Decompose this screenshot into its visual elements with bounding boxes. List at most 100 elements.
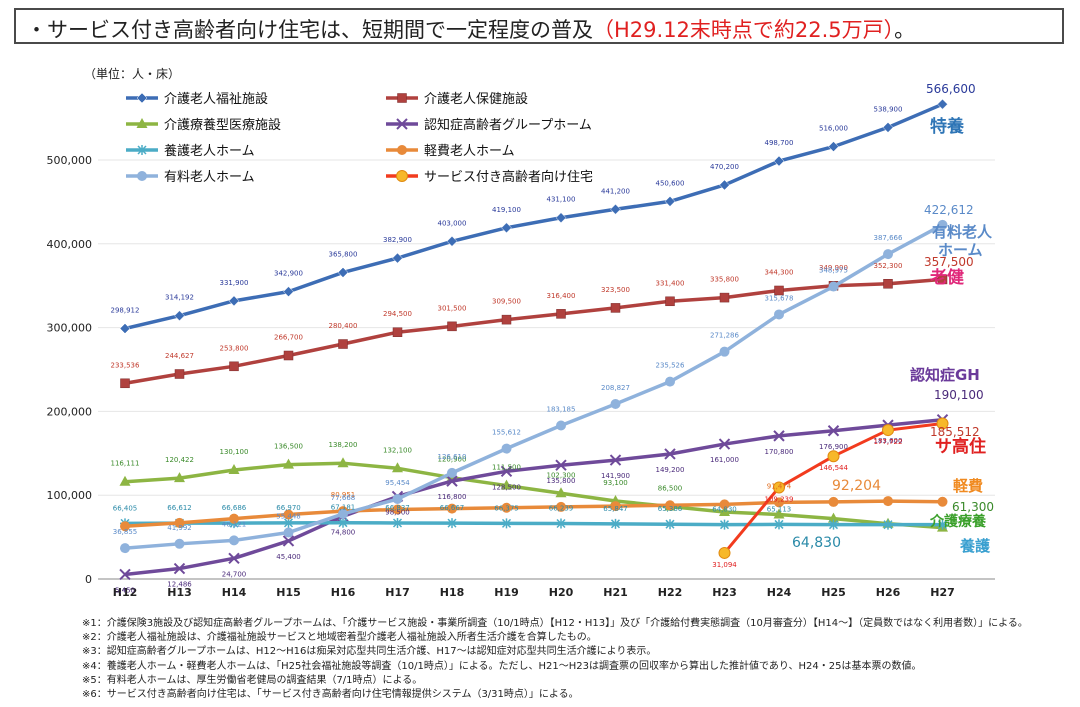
legend-item: 軽費老人ホーム (386, 144, 515, 159)
series-marker (283, 517, 294, 528)
data-label: 116,111 (111, 460, 140, 468)
data-label: 301,500 (438, 304, 467, 312)
series-marker (396, 118, 408, 130)
series-marker (501, 518, 512, 529)
series-marker (392, 252, 403, 264)
data-label: 183,600 (874, 437, 903, 445)
data-label: 280,400 (329, 322, 358, 330)
series-line (124, 520, 943, 527)
legend-label: 介護老人福祉施設 (164, 91, 268, 107)
series-marker (610, 303, 621, 313)
series-marker (337, 267, 349, 278)
series-marker (136, 92, 148, 104)
data-label: 74,800 (331, 528, 356, 536)
series-marker (937, 496, 948, 507)
series-marker (937, 274, 948, 285)
legend-label: 認知症高齢者グループホーム (424, 117, 592, 133)
legend-item: 有料老人ホーム (126, 170, 255, 185)
series-marker (719, 499, 730, 510)
end-label: サ高住 (935, 436, 986, 457)
series (120, 219, 948, 554)
end-value: 566,600 (926, 82, 976, 96)
data-label: 244,627 (165, 352, 194, 360)
data-label: 65,386 (658, 505, 683, 513)
series-marker (501, 443, 512, 454)
data-label: 66,375 (494, 504, 519, 512)
data-label: 146,544 (819, 464, 848, 472)
series-marker (774, 309, 784, 320)
data-label: 77,668 (331, 494, 356, 502)
data-label: 67,181 (331, 504, 356, 512)
y-tick-label: 300,000 (47, 322, 93, 335)
series-marker (173, 562, 186, 575)
data-label: 46,121 (222, 520, 247, 528)
end-label: 養護 (959, 537, 991, 555)
series-marker (120, 378, 130, 389)
series-marker (229, 513, 239, 524)
end-label: 老健 (929, 267, 964, 288)
chart-value-labels: 298,912 314,192 331,900 342,900 365,800 382,9… (111, 105, 903, 594)
series-marker (338, 339, 348, 349)
data-label: 419,100 (492, 206, 521, 214)
data-label: 498,700 (765, 139, 794, 147)
series-marker (120, 543, 130, 554)
x-tick-label: H13 (167, 586, 192, 599)
series-marker (773, 430, 785, 442)
series-marker (119, 323, 131, 334)
footnote: ※6：サービス付き高齢者向け住宅は、「サービス付き高齢者向け住宅情報提供システム… (82, 689, 579, 700)
end-label: 介護療養 (929, 513, 986, 530)
data-label: 161,000 (710, 456, 739, 464)
data-label: 516,000 (819, 125, 848, 133)
series-marker (283, 350, 294, 361)
series-marker (338, 508, 348, 519)
end-value: 61,300 (952, 500, 994, 514)
series-marker (664, 196, 676, 207)
series-marker (282, 535, 295, 547)
series-marker (773, 508, 785, 519)
data-label: 80,951 (331, 491, 356, 499)
x-tick-label: H24 (767, 586, 792, 599)
series-marker (392, 504, 403, 515)
series-marker (119, 568, 131, 581)
data-label: 309,500 (492, 298, 521, 306)
series-marker (392, 517, 403, 528)
series-marker (501, 222, 512, 234)
series-marker (882, 122, 894, 133)
series-marker (229, 535, 239, 546)
data-label: 109,239 (765, 495, 794, 503)
series-marker (174, 310, 185, 322)
x-tick-label: H21 (603, 586, 628, 599)
series-marker (937, 519, 948, 530)
data-label: 235,526 (656, 362, 685, 370)
data-label: 470,200 (710, 163, 739, 171)
series-marker (556, 309, 566, 319)
data-label: 387,666 (874, 234, 903, 242)
series-line (124, 223, 944, 550)
data-label: 98,500 (385, 508, 410, 516)
data-label: 138,200 (329, 441, 358, 449)
series-marker (447, 503, 457, 514)
data-label: 183,185 (547, 405, 576, 413)
y-tick-label: 500,000 (47, 154, 93, 167)
series-marker (719, 346, 730, 357)
series-marker (392, 494, 403, 505)
data-label: 271,286 (710, 332, 739, 340)
legend-label: 養護老人ホーム (164, 143, 255, 159)
data-label: 403,000 (438, 219, 467, 227)
data-label: 91,474 (767, 482, 792, 490)
series-marker (937, 219, 948, 230)
data-label: 136,500 (274, 443, 303, 451)
series-marker (664, 448, 676, 460)
series-marker (610, 399, 621, 410)
series-marker (174, 517, 185, 528)
series-marker (883, 519, 893, 530)
data-label: 86,500 (658, 485, 683, 493)
series-marker (174, 472, 185, 483)
title-highlight: （H29.12末時点で約22.5万戸） (593, 18, 895, 42)
legend-label: 有料老人ホーム (164, 170, 255, 185)
series-marker (827, 425, 840, 437)
data-label: 132,100 (383, 446, 412, 454)
data-label: 382,900 (383, 236, 412, 244)
footnote: ※2：介護老人福祉施設は、介護福祉施設サービスと地域密着型介護老人福祉施設入所者… (82, 632, 597, 644)
series-marker (397, 93, 407, 103)
